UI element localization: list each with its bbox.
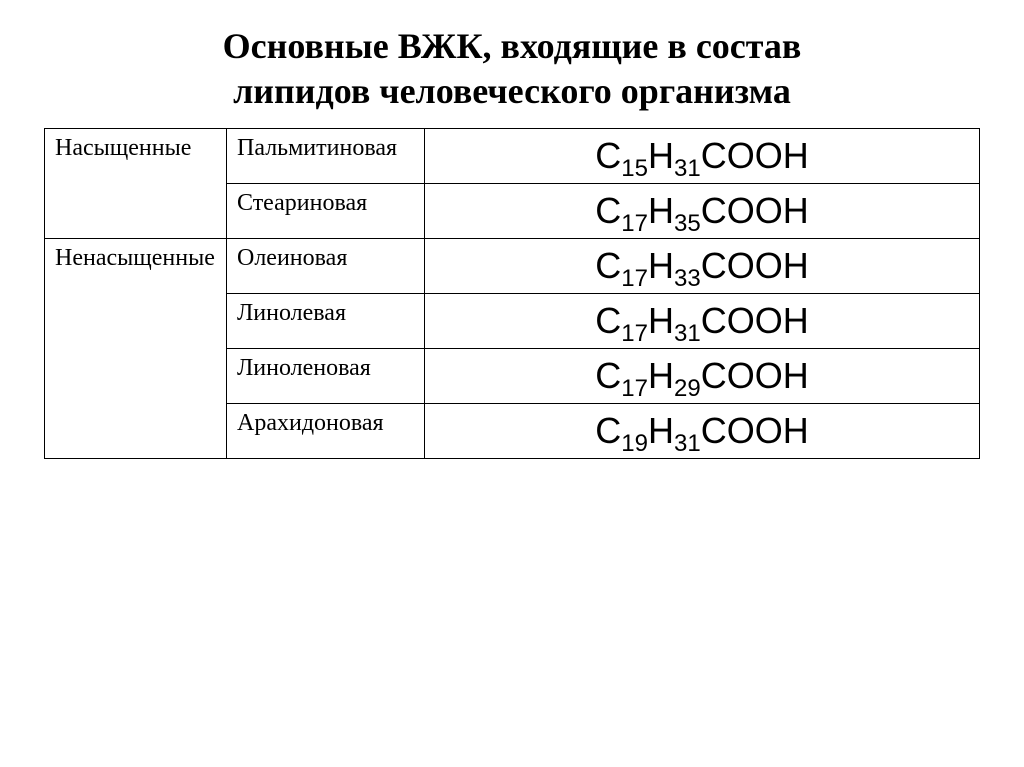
- acid-formula-cell: C17H31COOH: [425, 294, 980, 349]
- formula-h-sub: 35: [674, 210, 701, 237]
- fatty-acids-table: Насыщенные Пальмитиновая C15H31COOH Стеа…: [44, 128, 980, 459]
- chemical-formula: C15H31COOH: [595, 135, 808, 176]
- formula-c-sub: 17: [621, 320, 648, 347]
- acid-name-cell: Линолевая: [227, 294, 425, 349]
- formula-tail: COOH: [701, 410, 809, 451]
- acid-name-cell: Стеариновая: [227, 184, 425, 239]
- title-line-2: липидов человеческого организма: [233, 71, 791, 111]
- chemical-formula: C17H35COOH: [595, 190, 808, 231]
- table-row: Насыщенные Пальмитиновая C15H31COOH: [45, 129, 980, 184]
- formula-tail: COOH: [701, 245, 809, 286]
- formula-tail: COOH: [701, 135, 809, 176]
- chemical-formula: C17H29COOH: [595, 355, 808, 396]
- formula-tail: COOH: [701, 355, 809, 396]
- acid-name-cell: Арахидоновая: [227, 404, 425, 459]
- acid-formula-cell: C17H29COOH: [425, 349, 980, 404]
- acid-formula-cell: C17H35COOH: [425, 184, 980, 239]
- formula-h-sub: 31: [674, 155, 701, 182]
- formula-c-sub: 19: [621, 430, 648, 457]
- title-line-1: Основные ВЖК, входящие в состав: [223, 26, 802, 66]
- table-row: Ненасыщенные Олеиновая C17H33COOH: [45, 239, 980, 294]
- formula-c-sub: 15: [621, 155, 648, 182]
- formula-h-sub: 29: [674, 375, 701, 402]
- chemical-formula: C17H33COOH: [595, 245, 808, 286]
- acid-name-cell: Линоленовая: [227, 349, 425, 404]
- formula-c-sub: 17: [621, 210, 648, 237]
- acid-name-cell: Олеиновая: [227, 239, 425, 294]
- formula-h-sub: 31: [674, 320, 701, 347]
- formula-tail: COOH: [701, 190, 809, 231]
- acid-name-cell: Пальмитиновая: [227, 129, 425, 184]
- formula-c-sub: 17: [621, 375, 648, 402]
- formula-c-sub: 17: [621, 265, 648, 292]
- category-cell-unsaturated: Ненасыщенные: [45, 239, 227, 459]
- acid-formula-cell: C15H31COOH: [425, 129, 980, 184]
- chemical-formula: C19H31COOH: [595, 410, 808, 451]
- formula-h-sub: 33: [674, 265, 701, 292]
- chemical-formula: C17H31COOH: [595, 300, 808, 341]
- category-cell-saturated: Насыщенные: [45, 129, 227, 239]
- acid-formula-cell: C17H33COOH: [425, 239, 980, 294]
- acid-formula-cell: C19H31COOH: [425, 404, 980, 459]
- page-title: Основные ВЖК, входящие в состав липидов …: [44, 24, 980, 114]
- formula-h-sub: 31: [674, 430, 701, 457]
- formula-tail: COOH: [701, 300, 809, 341]
- page: Основные ВЖК, входящие в состав липидов …: [0, 0, 1024, 499]
